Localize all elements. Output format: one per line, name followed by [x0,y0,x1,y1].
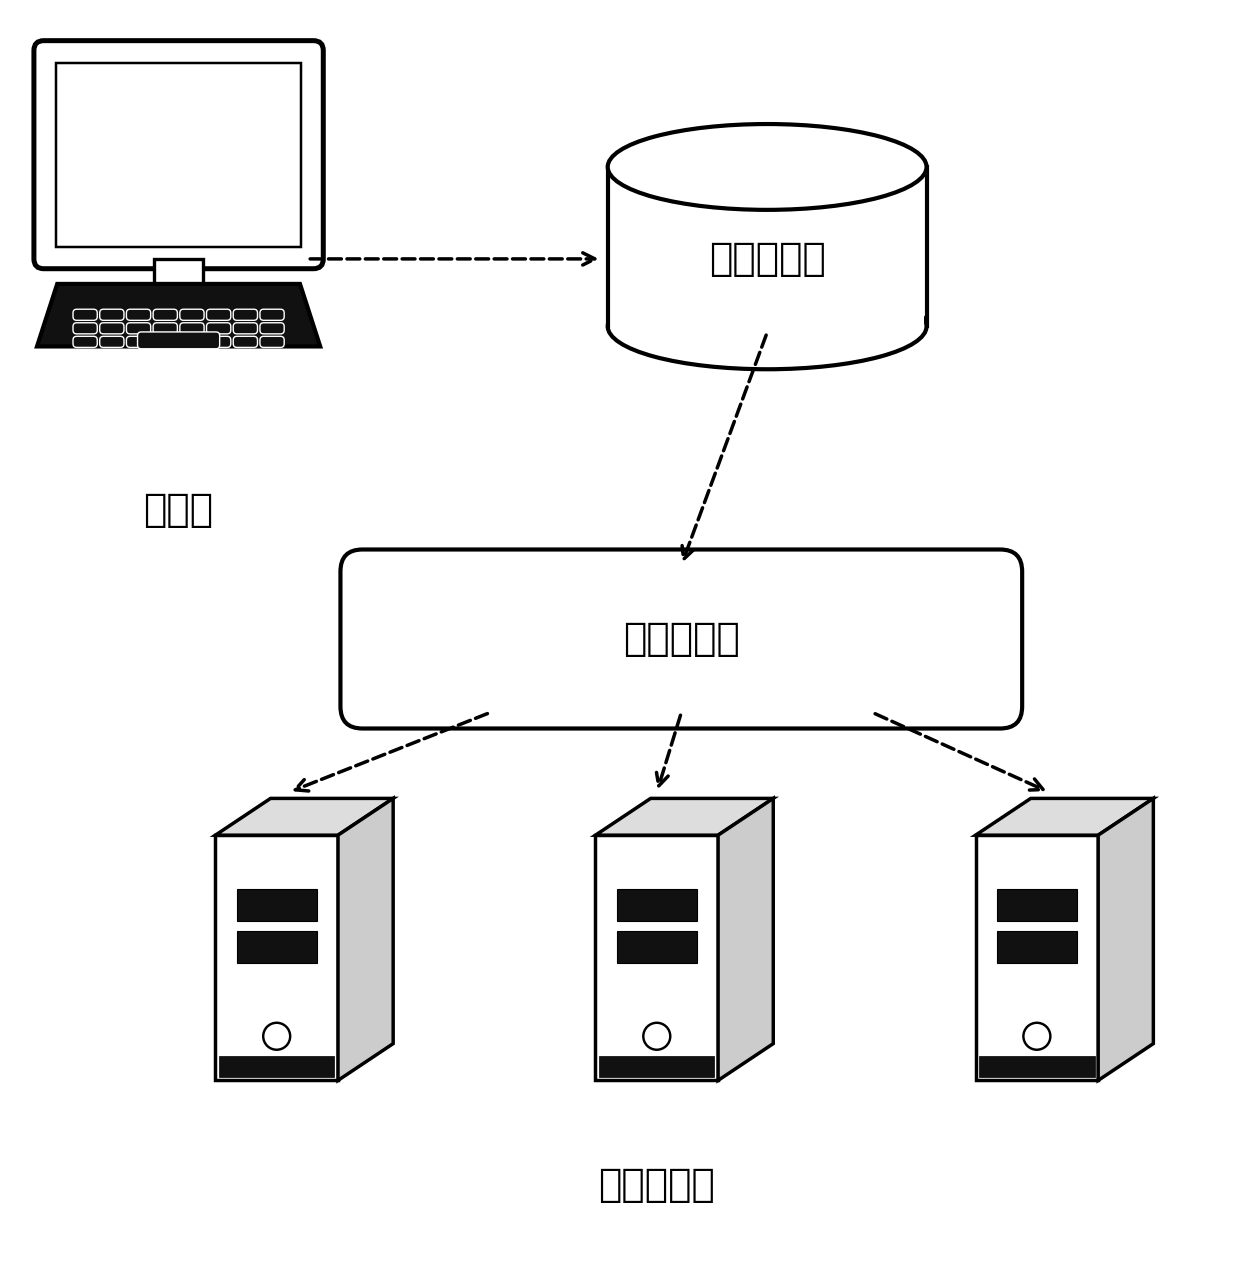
FancyBboxPatch shape [180,309,205,321]
Polygon shape [618,930,697,962]
Polygon shape [608,167,926,326]
Polygon shape [618,889,697,921]
Polygon shape [237,930,316,962]
FancyBboxPatch shape [260,309,284,321]
FancyBboxPatch shape [233,309,258,321]
Text: 应用服务器: 应用服务器 [599,1166,715,1204]
Polygon shape [219,1056,335,1077]
FancyBboxPatch shape [126,323,151,334]
Polygon shape [216,836,339,1080]
Ellipse shape [608,124,926,210]
FancyBboxPatch shape [73,336,97,348]
FancyBboxPatch shape [153,323,177,334]
FancyBboxPatch shape [73,323,97,334]
FancyBboxPatch shape [341,550,1022,728]
Polygon shape [237,889,316,921]
Text: 分布式缓存: 分布式缓存 [622,620,740,658]
FancyBboxPatch shape [138,332,219,349]
Polygon shape [37,284,320,346]
FancyBboxPatch shape [207,309,231,321]
FancyBboxPatch shape [153,336,177,348]
Polygon shape [976,799,1153,836]
Circle shape [644,1022,671,1049]
FancyBboxPatch shape [180,323,205,334]
Ellipse shape [608,284,926,369]
FancyBboxPatch shape [73,309,97,321]
Polygon shape [595,799,774,836]
Polygon shape [1099,799,1153,1080]
Polygon shape [980,1056,1095,1077]
FancyBboxPatch shape [99,309,124,321]
Polygon shape [718,799,774,1080]
Circle shape [263,1022,290,1049]
FancyBboxPatch shape [233,336,258,348]
Polygon shape [216,799,393,836]
Polygon shape [339,799,393,1080]
Polygon shape [599,1056,714,1077]
Polygon shape [154,259,203,284]
FancyBboxPatch shape [207,336,231,348]
FancyBboxPatch shape [260,336,284,348]
Text: 客户端: 客户端 [144,491,213,529]
Polygon shape [976,836,1099,1080]
FancyBboxPatch shape [99,336,124,348]
Polygon shape [997,889,1076,921]
FancyBboxPatch shape [207,323,231,334]
Polygon shape [997,930,1076,962]
FancyBboxPatch shape [126,336,151,348]
FancyBboxPatch shape [153,309,177,321]
Polygon shape [595,836,718,1080]
FancyBboxPatch shape [33,41,324,268]
Circle shape [1023,1022,1050,1049]
FancyBboxPatch shape [260,323,284,334]
Polygon shape [610,167,924,326]
FancyBboxPatch shape [99,323,124,334]
FancyBboxPatch shape [126,309,151,321]
FancyBboxPatch shape [233,323,258,334]
FancyBboxPatch shape [180,336,205,348]
Text: 系统数据库: 系统数据库 [709,240,826,277]
FancyBboxPatch shape [56,63,301,247]
